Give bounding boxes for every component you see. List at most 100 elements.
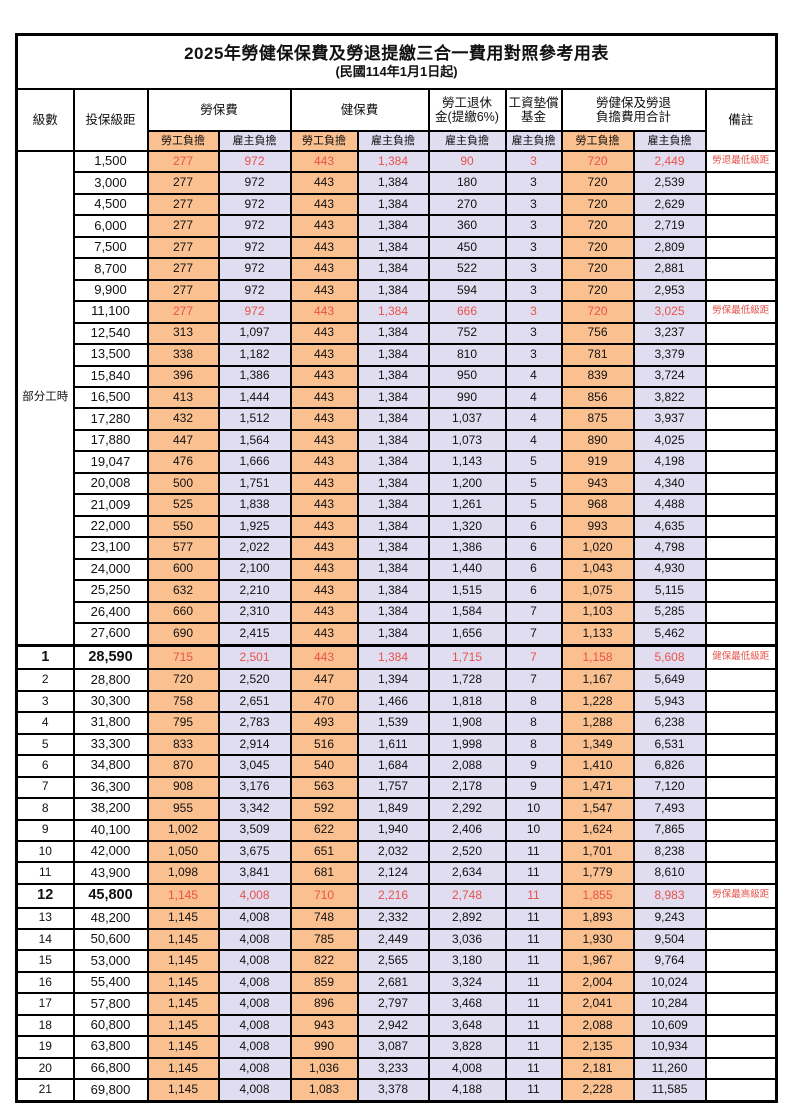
fee-cell: 2,449 [356,927,430,952]
fee-cell: 3 [504,343,563,367]
table-row: 13,500 338 1,182 443 1,384 810 3 781 3,379 [17,343,778,367]
fee-cell: 2,228 [560,1078,635,1103]
fee-cell: 1,611 [356,732,430,757]
fee-cell: 1,838 [217,493,292,517]
fee-cell: 9,504 [632,927,707,952]
fee-cell: 443 [289,621,359,647]
fee-cell: 2,181 [560,1056,635,1081]
fee-cell: 1,384 [356,493,430,517]
fee-cell: 2,953 [632,278,707,303]
fee-cell: 443 [289,364,359,389]
fee-cell: 7 [504,600,563,624]
fee-cell: 443 [289,257,359,281]
level-cell: 19 [15,1035,75,1059]
fee-cell: 1,701 [560,839,635,864]
note-cell [704,407,778,431]
fee-cell: 10,284 [632,992,707,1016]
fee-cell: 4,008 [217,906,292,930]
note-cell [704,514,778,539]
fee-cell: 9,764 [632,949,707,973]
fee-cell: 710 [289,882,359,909]
fee-cell: 720 [560,278,635,303]
fee-cell: 859 [289,970,359,995]
note-cell [704,557,778,582]
fee-cell: 1,471 [560,775,635,800]
fee-cell: 758 [146,689,220,714]
fee-cell: 10,934 [632,1035,707,1059]
table-row: 3 30,300 758 2,651 470 1,466 1,818 8 1,228 5,943 [15,689,778,714]
fee-cell: 968 [560,493,635,517]
table-row: 6 34,800 870 3,045 540 1,684 2,088 9 1,410 6,826 [15,754,778,778]
fee-cell: 622 [289,818,359,842]
fee-cell: 720 [146,668,220,692]
fee-cell: 1,757 [356,775,430,800]
table-row: 15,840 396 1,386 443 1,384 950 4 839 3,724 [17,364,778,389]
bracket-cell: 3,000 [72,171,149,195]
fee-cell: 3,180 [427,949,507,973]
note-cell [704,1013,778,1038]
bracket-cell: 60,800 [72,1013,149,1038]
fee-cell: 1,200 [427,471,507,496]
fee-cell: 2,292 [427,797,507,821]
fee-cell: 1,384 [356,621,430,647]
fee-cell: 3,822 [632,385,707,410]
fee-cell: 756 [560,321,635,346]
fee-cell: 1,930 [560,927,635,952]
fee-cell: 413 [146,385,220,410]
bracket-cell: 27,600 [72,621,149,647]
note-cell: 勞保最高級距 [704,882,778,909]
fee-cell: 443 [289,536,359,560]
fee-cell: 550 [146,514,220,539]
fee-cell: 7 [504,668,563,692]
fee-cell: 1,320 [427,514,507,539]
fee-cell: 5,462 [632,621,707,647]
fee-cell: 540 [289,754,359,778]
fee-cell: 11 [504,992,563,1016]
fee-cell: 3 [504,300,563,324]
fee-cell: 2,914 [217,732,292,757]
fee-cell: 1,098 [146,861,220,885]
fee-cell: 2,681 [356,970,430,995]
fee-cell: 180 [427,171,507,195]
table-row: 25,250 632 2,210 443 1,384 1,515 6 1,075 5,115 [17,579,778,603]
fee-cell: 908 [146,775,220,800]
bracket-cell: 23,100 [72,536,149,560]
fee-cell: 270 [427,192,507,217]
fee-cell: 2,629 [632,192,707,217]
fee-cell: 11 [504,906,563,930]
fee-cell: 277 [146,300,220,324]
fee-cell: 720 [560,300,635,324]
fee-cell: 5,115 [632,579,707,603]
fee-cell: 5 [504,450,563,474]
bracket-cell: 66,800 [72,1056,149,1081]
level-cell: 15 [15,949,75,973]
fee-cell: 720 [560,214,635,238]
bracket-cell: 43,900 [72,861,149,885]
fee-cell: 1,145 [146,927,220,952]
fee-cell: 1,145 [146,970,220,995]
fee-cell: 8 [504,689,563,714]
fee-cell: 1,386 [427,536,507,560]
fee-cell: 1,384 [356,214,430,238]
level-cell: 5 [15,732,75,757]
note-cell [704,992,778,1016]
fee-cell: 4,198 [632,450,707,474]
table-title-cell: 2025年勞健保保費及勞退提繳三合一費用對照參考用表 (民國114年1月1日起) [15,33,778,90]
table-row: 5 33,300 833 2,914 516 1,611 1,998 8 1,349 6,531 [15,732,778,757]
note-cell [704,1056,778,1081]
fee-cell: 972 [217,214,292,238]
fee-cell: 3 [504,171,563,195]
fee-cell: 1,145 [146,882,220,909]
note-cell [704,385,778,410]
fee-cell: 1,145 [146,1078,220,1103]
fee-cell: 4 [504,407,563,431]
fee-cell: 2,088 [560,1013,635,1038]
fee-cell: 4,008 [217,970,292,995]
bracket-cell: 1,500 [72,149,149,174]
fee-cell: 4 [504,364,563,389]
fee-cell: 2,124 [356,861,430,885]
fee-cell: 4,798 [632,536,707,560]
fee-cell: 10,609 [632,1013,707,1038]
fee-cell: 1,261 [427,493,507,517]
fee-cell: 4 [504,385,563,410]
